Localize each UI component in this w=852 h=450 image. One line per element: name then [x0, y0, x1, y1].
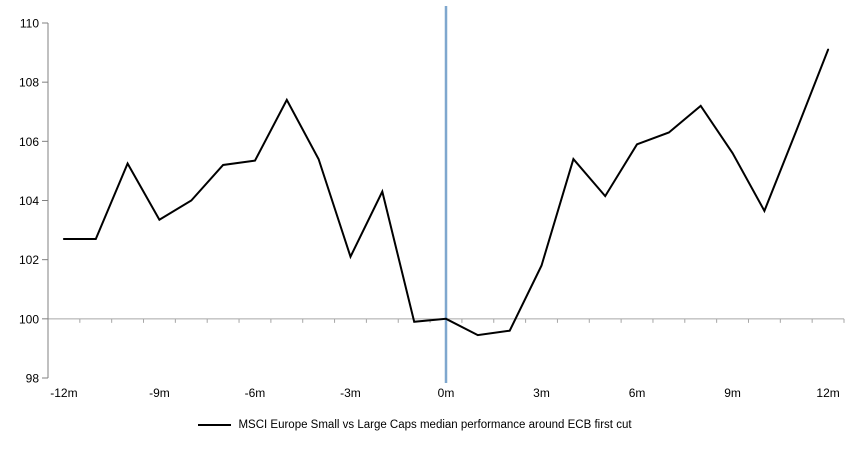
series-line [62, 48, 830, 337]
x-axis-tick-label: -3m [340, 386, 361, 400]
x-axis-tick-label: 12m [816, 386, 839, 400]
y-axis-tick-label: 98 [26, 372, 40, 386]
legend-label: MSCI Europe Small vs Large Caps median p… [238, 419, 632, 431]
x-axis-tick-label: 3m [533, 386, 550, 400]
y-axis-tick-label: 108 [19, 76, 39, 90]
y-axis-tick-label: 100 [19, 312, 39, 326]
x-axis-tick-label: 9m [724, 386, 741, 400]
y-axis-tick-label: 104 [19, 194, 39, 208]
y-axis-tick-label: 102 [19, 253, 39, 267]
x-axis-tick-label: -12m [50, 386, 77, 400]
x-axis-tick-label: 0m [438, 386, 455, 400]
y-axis-tick-label: 110 [20, 17, 39, 31]
x-axis-tick-label: -6m [245, 386, 266, 400]
y-axis-tick-label: 106 [19, 135, 39, 149]
legend-line-sample-icon [198, 424, 232, 426]
legend: MSCI Europe Small vs Large Caps median p… [0, 419, 841, 431]
x-axis-tick-label: -9m [149, 386, 170, 400]
x-axis-tick-label: 6m [629, 386, 646, 400]
